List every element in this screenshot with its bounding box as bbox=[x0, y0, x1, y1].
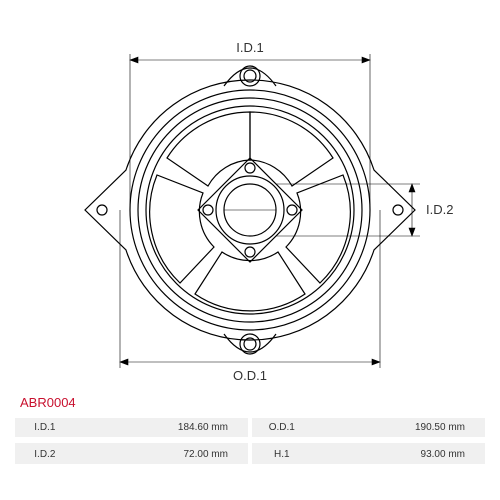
drawing-svg: I.D.1 O.D.1 I.D.2 bbox=[10, 10, 490, 390]
top-lug-hole bbox=[240, 66, 260, 86]
id2-dim-label: I.D.2 bbox=[426, 202, 453, 217]
h1-label: H.1 bbox=[252, 443, 312, 464]
fan-openings bbox=[150, 112, 351, 311]
bottom-lug bbox=[224, 334, 276, 352]
spec-table: I.D.1 184.60 mm O.D.1 190.50 mm I.D.2 72… bbox=[15, 418, 485, 464]
hub-screw-w bbox=[203, 205, 213, 215]
id1-label: I.D.1 bbox=[15, 418, 75, 437]
table-row: I.D.1 184.60 mm O.D.1 190.50 mm bbox=[15, 418, 485, 437]
od1-dim-label: O.D.1 bbox=[233, 368, 267, 383]
hub-screw-s bbox=[245, 247, 255, 257]
hub-screw-n bbox=[245, 163, 255, 173]
table-row: I.D.2 72.00 mm H.1 93.00 mm bbox=[15, 443, 485, 464]
technical-drawing: I.D.1 O.D.1 I.D.2 bbox=[10, 10, 490, 390]
hub-screw-e bbox=[287, 205, 297, 215]
id2-value: 72.00 mm bbox=[75, 443, 248, 464]
id2-label: I.D.2 bbox=[15, 443, 75, 464]
bottom-lug-hole bbox=[240, 334, 260, 354]
od1-label: O.D.1 bbox=[252, 418, 312, 437]
dimension-lines bbox=[120, 54, 420, 368]
left-lug-hole bbox=[97, 205, 107, 215]
id1-dim-label: I.D.1 bbox=[236, 40, 263, 55]
top-lug bbox=[224, 68, 276, 86]
right-lug-hole bbox=[393, 205, 403, 215]
id1-value: 184.60 mm bbox=[75, 418, 248, 437]
od1-value: 190.50 mm bbox=[312, 418, 485, 437]
part-number: ABR0004 bbox=[20, 395, 76, 410]
h1-value: 93.00 mm bbox=[312, 443, 485, 464]
